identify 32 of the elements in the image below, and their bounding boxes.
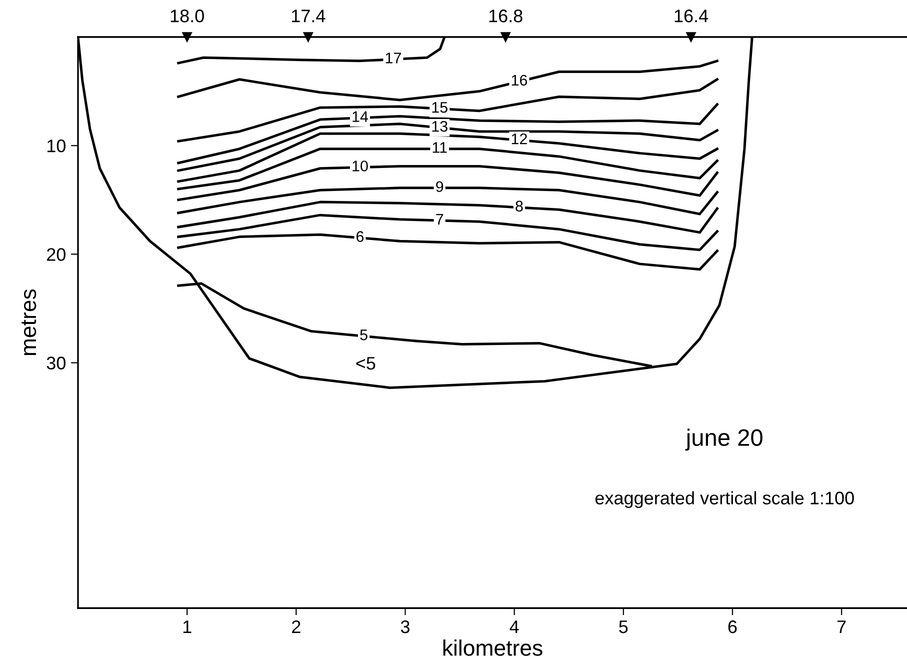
annotation: 16.4: [674, 10, 708, 22]
x-tick-label: 5: [619, 620, 628, 634]
x-tick-label: 3: [400, 620, 410, 634]
series-label: 16: [512, 74, 528, 86]
series-label: 7: [436, 214, 444, 224]
x-tick-label: 6: [728, 620, 737, 634]
series-label: 9: [436, 181, 444, 192]
series-label: 15: [432, 102, 448, 113]
y-axis-title: metres: [22, 289, 36, 356]
series-label: 13: [432, 120, 448, 132]
y-tick-label: 10: [47, 140, 66, 152]
annotation: <5: [356, 357, 376, 370]
y-tick-label: 30: [46, 356, 66, 370]
annotation: exaggerated vertical scale 1:100: [595, 491, 854, 508]
x-tick-label: 4: [510, 620, 519, 634]
x-axis-title: kilometres: [443, 640, 542, 656]
series-label: 6: [356, 231, 364, 242]
series-label: 5: [360, 330, 368, 340]
y-tick-label: 20: [47, 248, 66, 261]
annotation: 16.8: [489, 10, 522, 22]
x-tick-label: 7: [837, 620, 846, 634]
annotation: 18.0: [170, 10, 204, 22]
annotation: june 20: [685, 428, 762, 451]
series-label: 17: [386, 52, 401, 64]
series-label: 10: [352, 160, 368, 172]
annotation: 17.4: [292, 10, 326, 22]
series-label: 14: [352, 111, 368, 122]
x-tick-label: 2: [292, 620, 300, 634]
series-label: 12: [512, 133, 527, 144]
series-label: 8: [516, 200, 523, 212]
x-tick-label: 1: [183, 620, 192, 634]
series-label: 11: [432, 142, 447, 153]
